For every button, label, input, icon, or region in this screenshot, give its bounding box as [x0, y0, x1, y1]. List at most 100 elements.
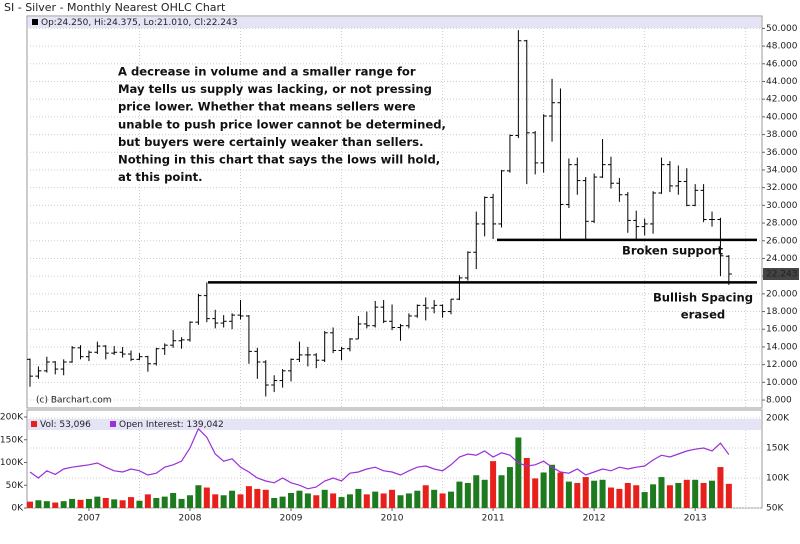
x-tick-label: 2012	[583, 514, 606, 524]
x-tick-label: 2011	[482, 514, 505, 524]
volume-bar	[69, 498, 76, 508]
volume-bar	[237, 494, 244, 508]
vol-tick-label: 0K	[11, 504, 24, 514]
volume-bar	[616, 488, 623, 508]
volume-bar	[77, 499, 84, 508]
volume-bar	[700, 482, 707, 508]
volume-bar	[102, 497, 109, 508]
volume-bar	[624, 482, 631, 508]
vol-tick-label: 100K	[0, 458, 24, 468]
volume-bar	[599, 479, 606, 508]
volume-bar	[464, 482, 471, 508]
volume-bar	[473, 475, 480, 508]
volume-bar	[456, 481, 463, 508]
y-tick-label: 50.000	[766, 24, 798, 34]
volume-bar	[692, 479, 699, 508]
volume-bar	[431, 489, 438, 508]
volume-bar	[153, 497, 160, 508]
vol-tick-label: 50K	[6, 481, 24, 491]
annotation-text: A decrease in volume and a smaller range…	[118, 65, 416, 79]
support-label: Broken support	[622, 244, 724, 258]
volume-bar	[532, 478, 539, 508]
volume-bar	[380, 493, 387, 508]
volume-bar	[170, 492, 177, 508]
volume-bar	[397, 495, 404, 508]
volume-bar	[43, 501, 50, 508]
volume-bar	[27, 501, 33, 508]
volume-bar	[111, 499, 118, 508]
volume-bar	[658, 477, 665, 508]
volume-bar	[574, 482, 581, 508]
y-tick-label: 32.000	[766, 183, 798, 193]
volume-bar	[186, 495, 193, 508]
volume-bar	[161, 496, 168, 508]
last-price-box	[763, 268, 799, 281]
y-tick-label: 12.000	[766, 360, 798, 370]
volume-bar	[128, 497, 135, 508]
volume-bar	[313, 495, 320, 508]
oi-tick-label: 100K	[766, 474, 790, 484]
oi-tick-label: 200K	[766, 414, 790, 424]
volume-bar	[296, 490, 303, 508]
chart-title: SI - Silver - Monthly Nearest OHLC Chart	[4, 1, 226, 14]
annotation-text: at this point.	[118, 170, 203, 184]
volume-bar	[422, 485, 429, 508]
volume-bar	[372, 491, 379, 508]
volume-bar	[220, 495, 227, 508]
legend-swatch	[110, 421, 116, 427]
volume-bar	[119, 500, 126, 508]
volume-bar	[85, 498, 92, 508]
volume-bar	[136, 500, 143, 508]
volume-bar	[557, 472, 564, 508]
volume-bar	[565, 481, 572, 508]
y-tick-label: 46.000	[766, 59, 798, 69]
volume-bar	[195, 485, 202, 508]
spacing-label: Bullish Spacing	[653, 291, 753, 305]
volume-bar	[178, 498, 185, 508]
y-tick-label: 8.000	[766, 396, 792, 406]
annotation-text: unable to push price lower cannot be det…	[118, 117, 446, 131]
volume-bar	[582, 477, 589, 508]
volume-bar	[363, 494, 370, 508]
last-price-label: 22.243	[766, 270, 798, 280]
volume-bar	[540, 472, 547, 508]
volume-bar	[288, 492, 295, 508]
volume-bar	[675, 482, 682, 508]
volume-bar	[717, 467, 724, 508]
volume-bar	[254, 488, 261, 508]
volume-bar	[490, 461, 497, 508]
spacing-label: erased	[681, 308, 725, 322]
y-tick-label: 16.000	[766, 325, 798, 335]
volume-bar	[725, 483, 732, 508]
volume-bar	[666, 485, 673, 508]
y-tick-label: 10.000	[766, 378, 798, 388]
y-tick-label: 28.000	[766, 219, 798, 229]
volume-bar	[229, 490, 236, 508]
annotation-text: but buyers were certainly weaker than se…	[118, 135, 424, 149]
annotation-text: price lower. Whether that means sellers …	[118, 100, 416, 114]
volume-bar	[709, 480, 716, 508]
volume-bar	[498, 475, 505, 508]
oi-tick-label: 150K	[766, 444, 790, 454]
annotation-text: May tells us supply was lacking, or not …	[118, 82, 432, 96]
header-strip	[28, 17, 761, 28]
volume-bar	[144, 494, 151, 508]
volume-bar	[346, 494, 353, 508]
volume-bar	[304, 493, 311, 508]
volume-bar	[271, 497, 278, 508]
y-tick-label: 40.000	[766, 112, 798, 122]
volume-bar	[262, 489, 269, 508]
volume-bar	[338, 497, 345, 508]
volume-bar	[52, 502, 59, 508]
volume-bar	[549, 464, 556, 508]
credit: (c) Barchart.com	[36, 396, 112, 406]
volume-bar	[389, 489, 396, 508]
volume-bar	[650, 484, 657, 508]
x-tick-label: 2007	[77, 514, 100, 524]
volume-bar	[35, 500, 42, 508]
volume-bar	[591, 480, 598, 508]
x-tick-label: 2008	[179, 514, 202, 524]
volume-bar	[523, 457, 530, 508]
vol-tick-label: 150K	[0, 435, 24, 445]
